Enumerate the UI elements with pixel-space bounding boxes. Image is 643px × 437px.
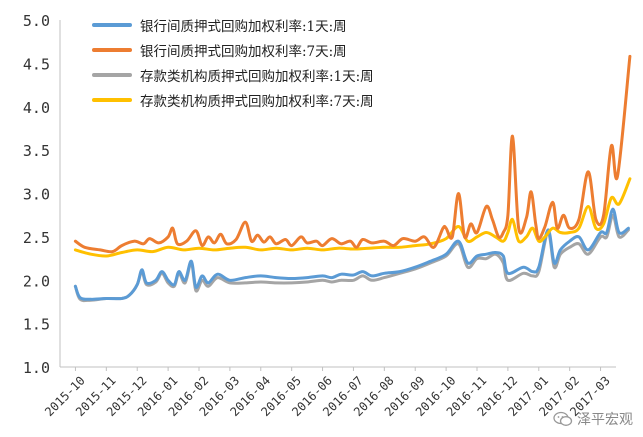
series-line-0 (73, 207, 630, 301)
watermark: 泽平宏观 (553, 409, 633, 429)
legend-label: 银行间质押式回购加权利率:7天:周 (140, 43, 347, 60)
watermark-label: 泽平宏观 (577, 412, 633, 428)
series-lines (73, 54, 632, 303)
legend-item: 存款类机构质押式回购加权利率:1天:周 (92, 62, 374, 87)
legend-item: 存款类机构质押式回购加权利率:7天:周 (92, 87, 374, 112)
legend-swatch (92, 22, 132, 27)
legend-label: 存款类机构质押式回购加权利率:7天:周 (140, 93, 374, 110)
y-tick-label: 4.0 (23, 99, 50, 117)
y-tick-label: 4.5 (23, 55, 50, 73)
y-tick-label: 3.5 (23, 142, 50, 160)
wechat-icon (553, 411, 573, 426)
y-tick-label: 1.5 (23, 316, 50, 334)
legend-swatch (92, 47, 132, 52)
legend-swatch (92, 97, 132, 102)
y-tick-label: 2.0 (23, 272, 50, 290)
series-line-1 (73, 54, 632, 254)
y-tick-label: 2.5 (23, 229, 50, 247)
y-tick-label: 1.0 (23, 359, 50, 377)
legend-label: 存款类机构质押式回购加权利率:1天:周 (140, 68, 374, 85)
y-ticks: 1.0 1.5 2.0 2.5 3.0 3.5 4.0 4.5 5.0 (23, 12, 50, 377)
legend-label: 银行间质押式回购加权利率:1天:周 (140, 18, 347, 35)
legend-item: 银行间质押式回购加权利率:1天:周 (92, 12, 374, 37)
legend-item: 银行间质押式回购加权利率:7天:周 (92, 37, 374, 62)
y-tick-label: 5.0 (23, 12, 50, 30)
y-tick-label: 3.0 (23, 186, 50, 204)
legend: 银行间质押式回购加权利率:1天:周 银行间质押式回购加权利率:7天:周 存款类机… (92, 12, 374, 112)
x-ticks: 2015-102015-112015-122016-012016-022016-… (42, 367, 613, 419)
legend-swatch (92, 72, 132, 77)
